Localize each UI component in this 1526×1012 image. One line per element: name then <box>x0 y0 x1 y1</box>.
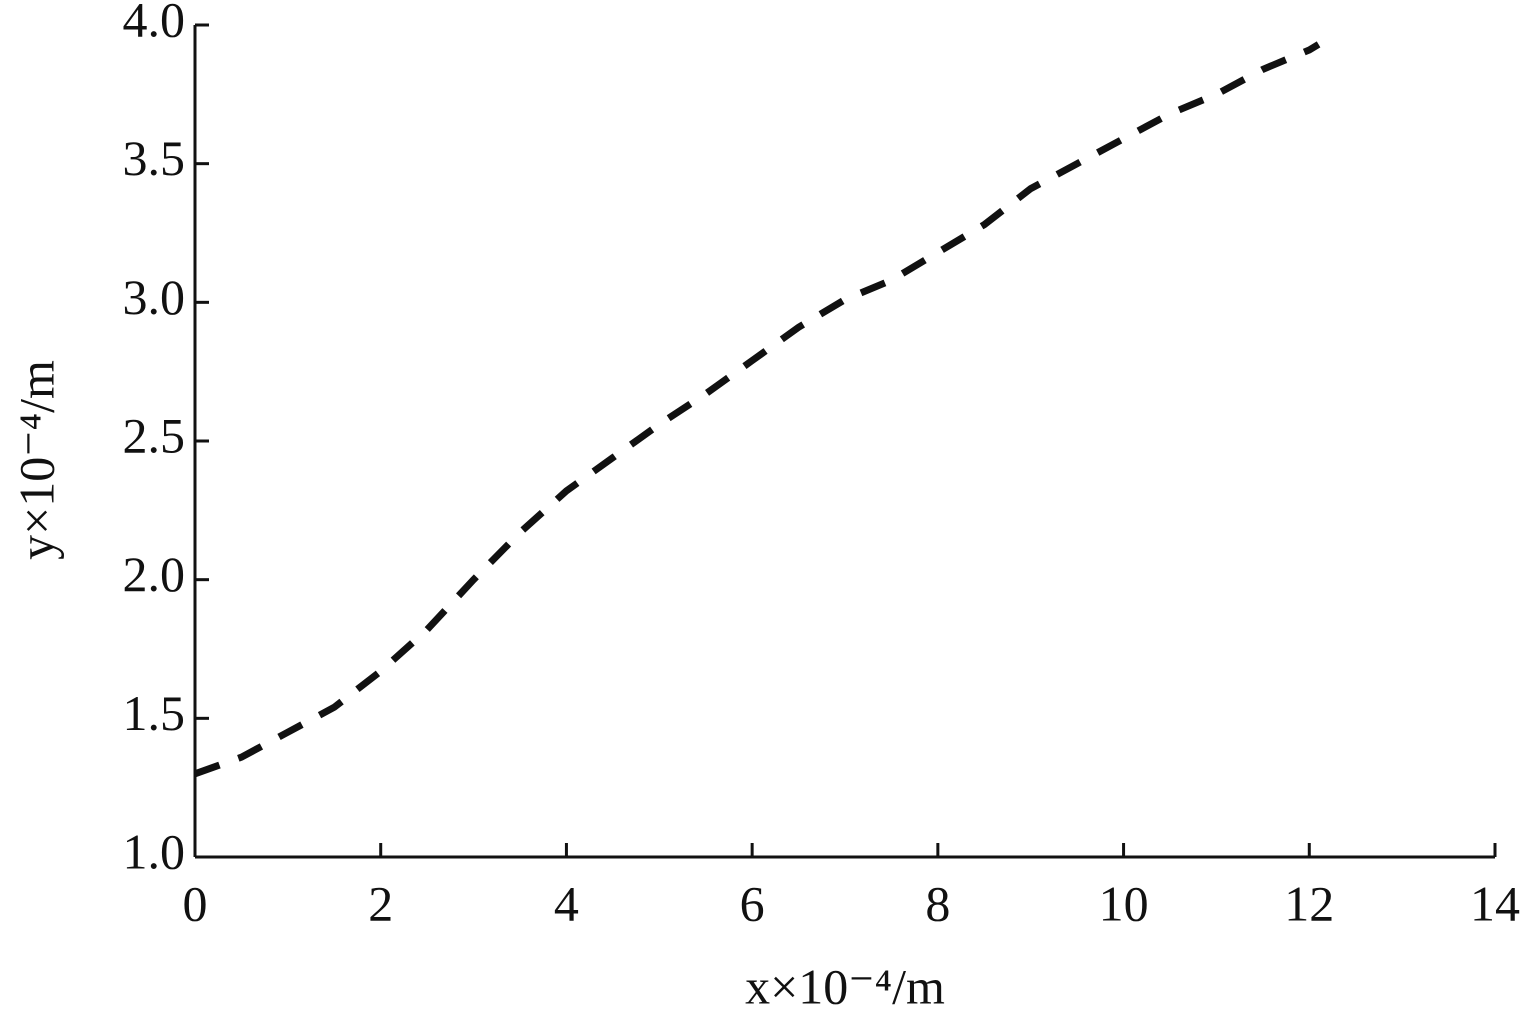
y-tick-label: 2.5 <box>123 407 186 463</box>
x-tick-label: 8 <box>925 875 950 931</box>
x-tick-label: 14 <box>1470 875 1520 931</box>
x-tick-label: 12 <box>1284 875 1334 931</box>
x-tick-label: 10 <box>1099 875 1149 931</box>
data-line <box>193 41 1321 778</box>
y-tick-label: 1.0 <box>123 823 186 879</box>
x-tick-label: 6 <box>740 875 765 931</box>
y-tick-label: 2.0 <box>123 546 186 602</box>
y-axis-label: y×10⁻⁴/m <box>8 360 64 560</box>
x-tick-label: 4 <box>554 875 579 931</box>
y-tick-label: 1.5 <box>123 685 186 741</box>
y-tick-label: 4.0 <box>123 0 186 47</box>
x-axis-label: x×10⁻⁴/m <box>745 958 945 1012</box>
x-tick-label: 2 <box>368 875 393 931</box>
y-tick-label: 3.5 <box>123 130 186 186</box>
x-tick-label: 0 <box>183 875 208 931</box>
y-tick-label: 3.0 <box>123 269 186 325</box>
